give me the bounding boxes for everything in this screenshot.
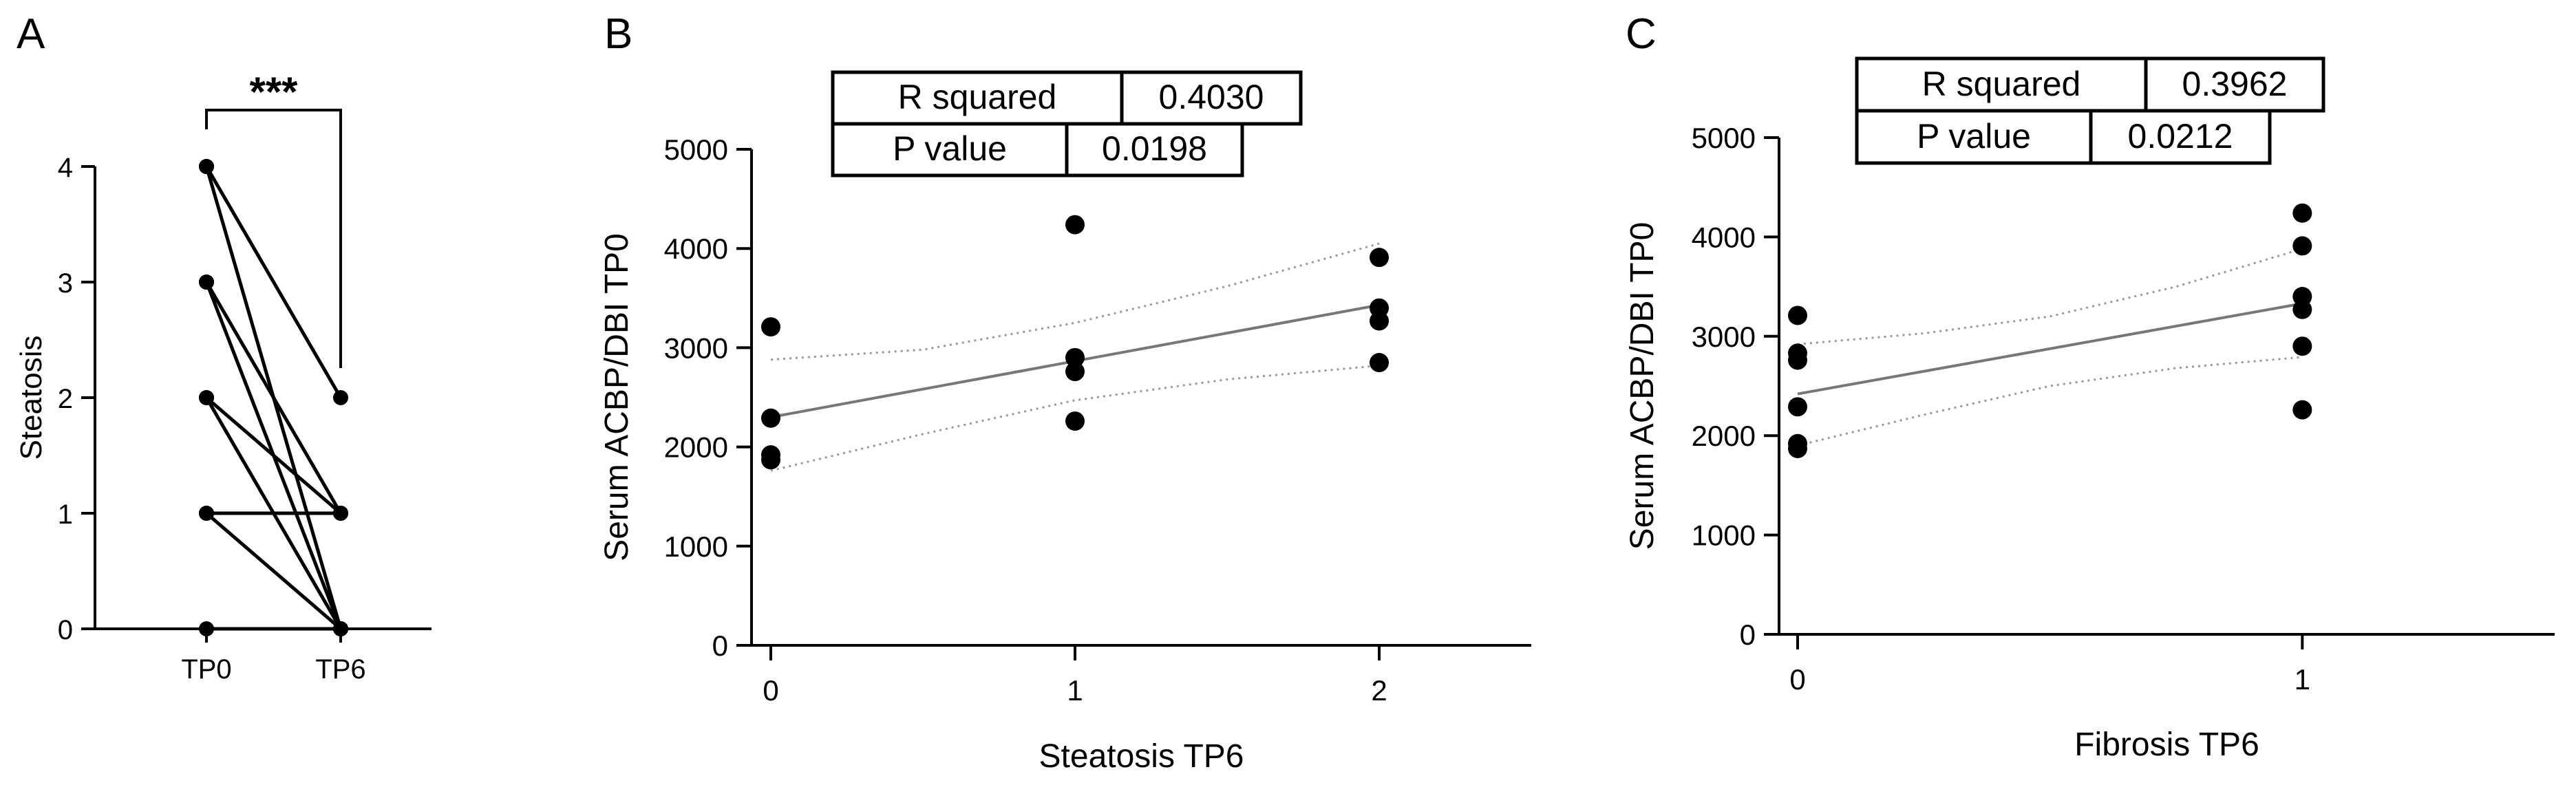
stats-value: 0.0212 (2128, 117, 2233, 155)
y-axis-label: Serum ACBP/DBI TP0 (1624, 222, 1661, 550)
chart-panel-a: 0 1 2 3 4 TP0 TP6 Steatosis *** (14, 69, 432, 685)
data-point (1788, 397, 1807, 417)
y-tick-label: 2000 (1692, 420, 1756, 452)
x-tick-label: 1 (1067, 674, 1083, 707)
y-tick-label: 3000 (1692, 321, 1756, 353)
panel-letter-b: B (604, 10, 632, 58)
ci-upper-curve (1797, 248, 2303, 345)
data-point (1370, 353, 1389, 373)
regression-line (1797, 302, 2303, 396)
y-tick-label: 1000 (1692, 519, 1756, 552)
y-tick-label: 0 (712, 630, 728, 662)
data-point (333, 390, 348, 405)
data-point (1788, 305, 1807, 325)
stats-value: 0.3962 (2182, 65, 2288, 103)
data-point (1788, 438, 1807, 458)
data-point (2292, 236, 2312, 256)
stats-label: R squared (898, 78, 1057, 116)
chart-panel-c: 0 1000 2000 3000 4000 5000 0 1 Fibrosis TP6 Serum… (1624, 56, 2555, 763)
data-point (2292, 299, 2312, 319)
data-point (2292, 400, 2312, 420)
data-point (199, 275, 214, 290)
stats-value: 0.0198 (1102, 129, 1207, 168)
y-axis-label: Serum ACBP/DBI TP0 (599, 233, 635, 561)
data-point (1370, 311, 1389, 331)
data-point (2292, 336, 2312, 356)
data-point (333, 506, 348, 521)
data-point (199, 506, 214, 521)
significance-bracket (205, 109, 342, 368)
stats-value: 0.4030 (1159, 78, 1264, 116)
stats-value-cell (1065, 122, 1244, 178)
y-tick-label: 2000 (664, 431, 728, 464)
ci-upper-curve (770, 242, 1380, 361)
y-tick-label: 4000 (1692, 221, 1756, 253)
data-point (761, 317, 780, 337)
stats-value-cell (1120, 70, 1303, 126)
y-tick-label: 3000 (664, 332, 728, 364)
y-tick-label: 1000 (664, 530, 728, 563)
y-tick-label: 5000 (1692, 122, 1756, 154)
chart-panel-b: 0 1000 2000 3000 4000 5000 0 1 2 Steatosis TP6 Ser… (599, 70, 1531, 775)
y-tick-label: 4 (58, 153, 73, 183)
x-tick-label: TP6 (315, 654, 365, 685)
x-tick-label: 1 (2295, 663, 2310, 696)
y-tick-label: 5000 (664, 133, 728, 166)
x-tick-label: 0 (763, 674, 778, 707)
x-tick-label: 2 (1371, 674, 1387, 707)
y-tick-label: 0 (58, 615, 73, 645)
data-point (761, 450, 780, 470)
data-point (761, 408, 780, 428)
x-tick-label: TP0 (181, 654, 231, 685)
stats-label-cell (831, 122, 1069, 178)
y-tick-label: 0 (1740, 619, 1756, 651)
stats-label: P value (893, 129, 1007, 168)
x-tick-label: 0 (1789, 663, 1805, 696)
panel-letter-c: C (1626, 10, 1657, 58)
data-point (1065, 347, 1085, 367)
stats-label: R squared (1922, 65, 2081, 103)
pair-line (204, 281, 343, 515)
stats-value-cell (2089, 109, 2272, 165)
data-point (199, 390, 214, 405)
x-axis-label: Fibrosis TP6 (2074, 727, 2259, 763)
data-point (1788, 350, 1807, 370)
data-point (333, 621, 348, 636)
data-point (1065, 215, 1085, 235)
data-point (199, 159, 214, 174)
y-tick-label: 3 (58, 268, 73, 299)
data-point (1065, 362, 1085, 382)
y-tick-label: 4000 (664, 233, 728, 265)
data-point (2292, 203, 2312, 223)
y-tick-label: 1 (58, 499, 73, 530)
data-point (199, 621, 214, 636)
stats-label-cell (1855, 109, 2093, 165)
data-point (1370, 248, 1389, 268)
panel-letter-a: A (17, 10, 45, 58)
pair-line (205, 396, 342, 515)
pair-line (204, 165, 343, 399)
ci-lower-curve (1797, 356, 2303, 447)
stats-value-cell (2144, 56, 2325, 113)
stats-label-cell (1855, 56, 2148, 113)
significance-label: *** (249, 69, 298, 115)
y-axis-label: Steatosis (14, 336, 48, 460)
x-axis-label: Steatosis TP6 (1039, 738, 1244, 775)
stats-label: P value (1917, 117, 2031, 155)
pair-line (205, 512, 342, 630)
y-tick-label: 2 (58, 384, 73, 414)
data-point (1065, 411, 1085, 431)
